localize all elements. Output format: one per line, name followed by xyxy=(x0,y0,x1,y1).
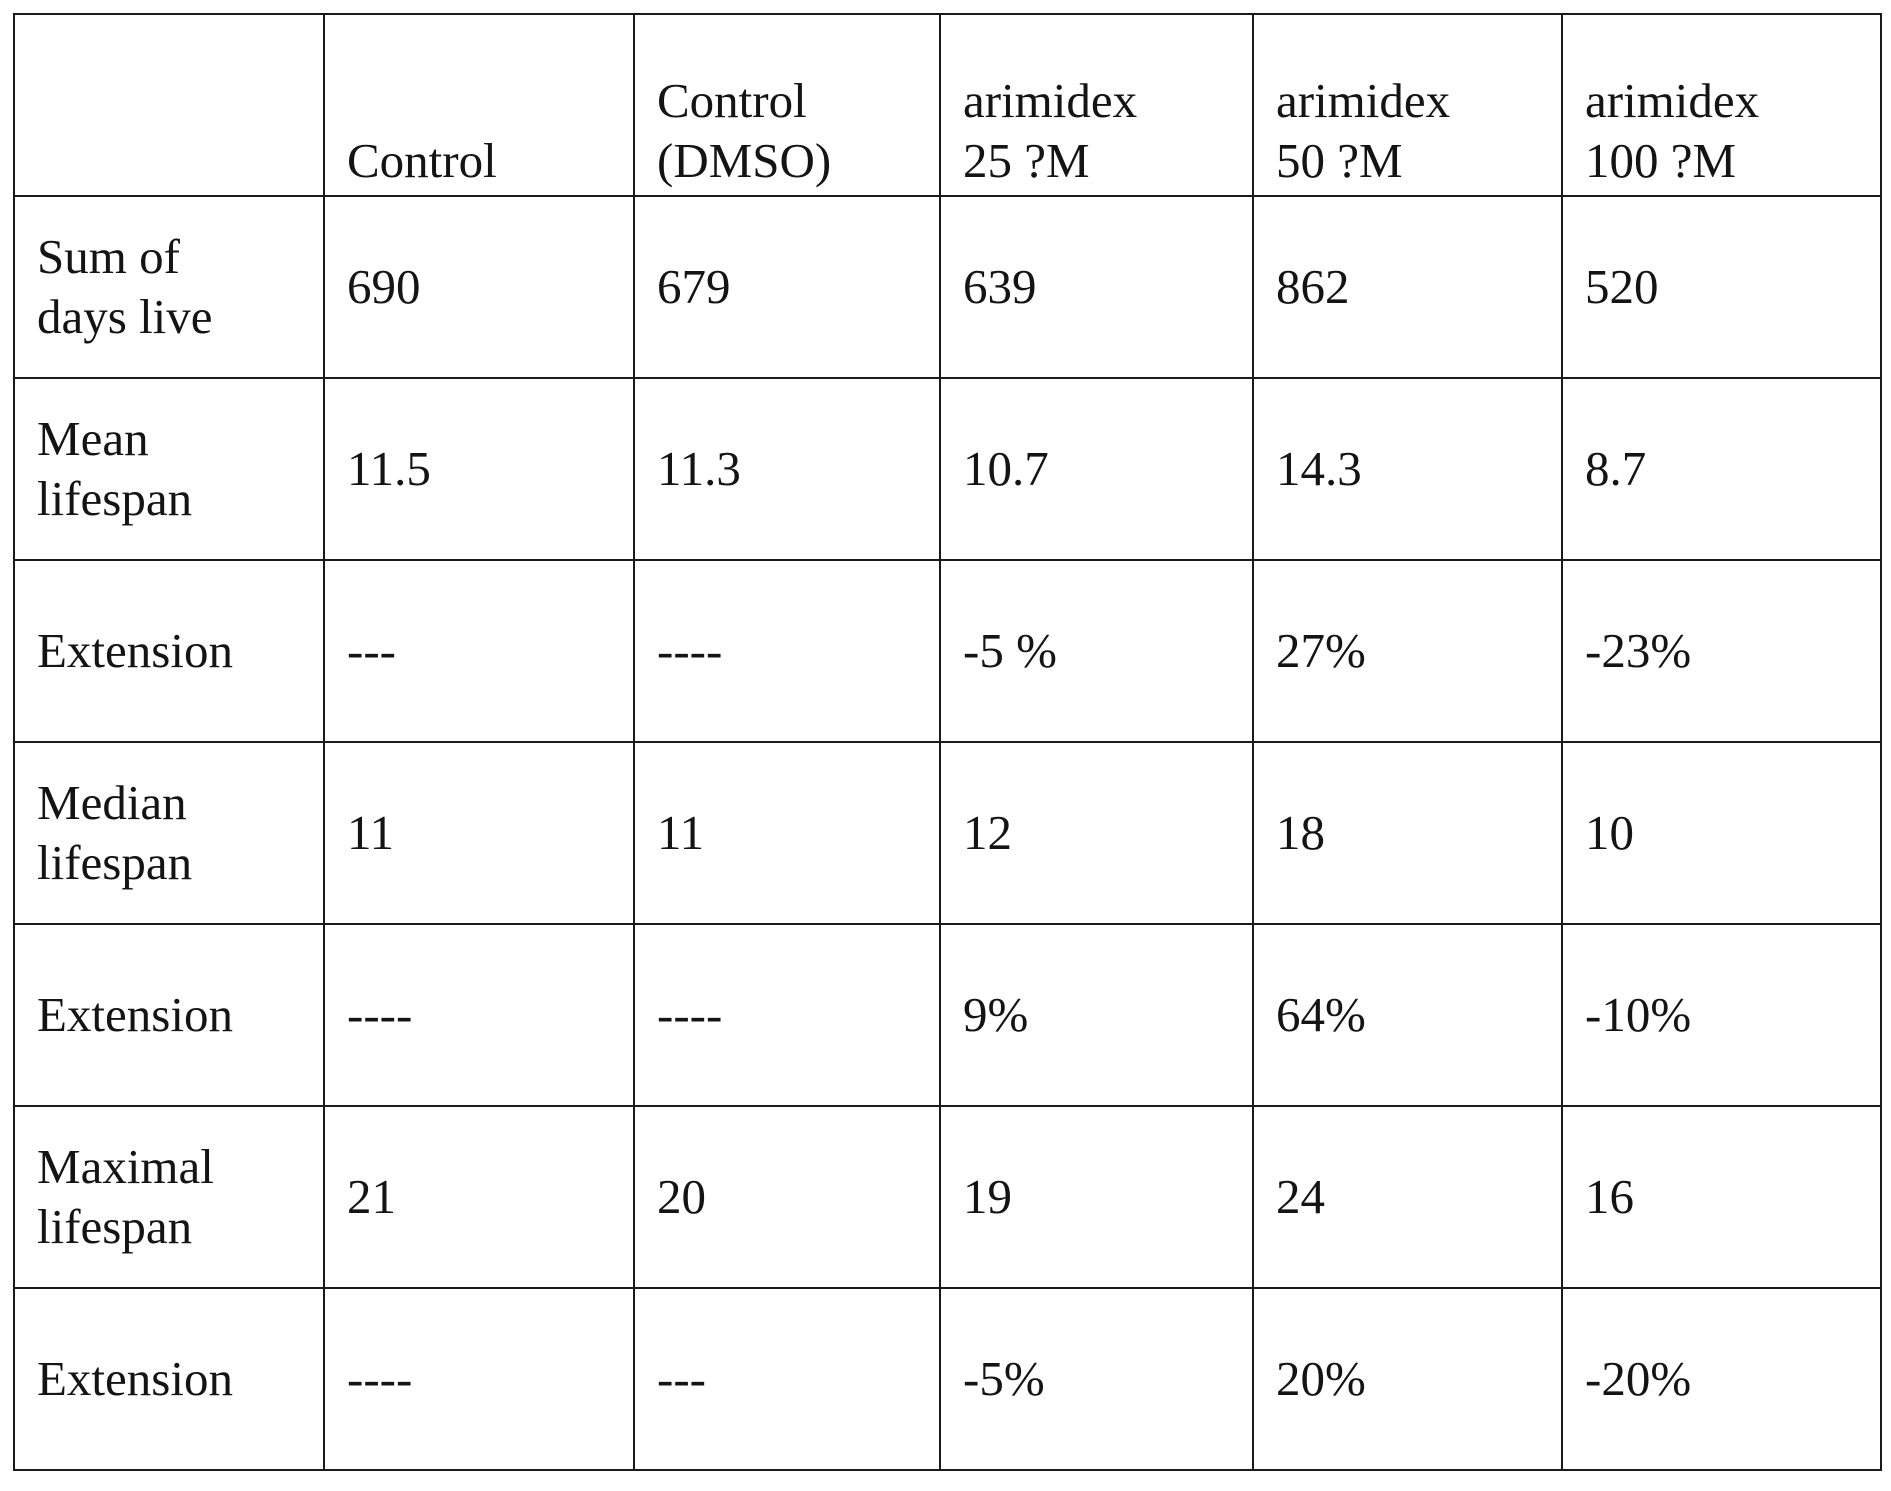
table-cell: --- xyxy=(634,1288,940,1470)
table-cell: 520 xyxy=(1562,196,1881,378)
row-label: Median lifespan xyxy=(14,742,324,924)
row-label: Mean lifespan xyxy=(14,378,324,560)
table-cell: 20 xyxy=(634,1106,940,1288)
table-cell: 11.3 xyxy=(634,378,940,560)
header-cell-arimidex-100: arimidex 100 ?M xyxy=(1562,14,1881,196)
table-cell: ---- xyxy=(634,924,940,1106)
table-cell: 14.3 xyxy=(1253,378,1562,560)
table-cell: -5% xyxy=(940,1288,1253,1470)
table-cell: 8.7 xyxy=(1562,378,1881,560)
table-header-row: Control Control (DMSO) arimidex 25 ?M ar… xyxy=(14,14,1881,196)
table-cell: 19 xyxy=(940,1106,1253,1288)
table-cell: 20% xyxy=(1253,1288,1562,1470)
table-cell: ---- xyxy=(324,1288,634,1470)
table-row: Mean lifespan 11.5 11.3 10.7 14.3 8.7 xyxy=(14,378,1881,560)
table-cell: 11 xyxy=(324,742,634,924)
header-cell-arimidex-50: arimidex 50 ?M xyxy=(1253,14,1562,196)
table-cell: 27% xyxy=(1253,560,1562,742)
table-row: Sum of days live 690 679 639 862 520 xyxy=(14,196,1881,378)
table-cell: 11.5 xyxy=(324,378,634,560)
table-cell: -5 % xyxy=(940,560,1253,742)
table-cell: 16 xyxy=(1562,1106,1881,1288)
table-cell: 64% xyxy=(1253,924,1562,1106)
table-cell: 12 xyxy=(940,742,1253,924)
table-cell: 10 xyxy=(1562,742,1881,924)
table-cell: ---- xyxy=(324,924,634,1106)
row-label: Sum of days live xyxy=(14,196,324,378)
table-row: Extension ---- ---- 9% 64% -10% xyxy=(14,924,1881,1106)
table-cell: 18 xyxy=(1253,742,1562,924)
table-cell: 24 xyxy=(1253,1106,1562,1288)
row-label: Maximal lifespan xyxy=(14,1106,324,1288)
table-cell: ---- xyxy=(634,560,940,742)
lifespan-table: Control Control (DMSO) arimidex 25 ?M ar… xyxy=(13,13,1882,1471)
table-cell: 10.7 xyxy=(940,378,1253,560)
table-row: Maximal lifespan 21 20 19 24 16 xyxy=(14,1106,1881,1288)
table-cell: 9% xyxy=(940,924,1253,1106)
table-cell: 21 xyxy=(324,1106,634,1288)
row-label: Extension xyxy=(14,560,324,742)
header-cell-arimidex-25: arimidex 25 ?M xyxy=(940,14,1253,196)
table-cell: -23% xyxy=(1562,560,1881,742)
header-cell-control-dmso: Control (DMSO) xyxy=(634,14,940,196)
table-cell: 639 xyxy=(940,196,1253,378)
table-cell: 862 xyxy=(1253,196,1562,378)
table-row: Median lifespan 11 11 12 18 10 xyxy=(14,742,1881,924)
row-label: Extension xyxy=(14,1288,324,1470)
table-cell: -10% xyxy=(1562,924,1881,1106)
row-label: Extension xyxy=(14,924,324,1106)
table-row: Extension ---- --- -5% 20% -20% xyxy=(14,1288,1881,1470)
table-cell: 690 xyxy=(324,196,634,378)
table-cell: --- xyxy=(324,560,634,742)
table-cell: -20% xyxy=(1562,1288,1881,1470)
header-cell-corner xyxy=(14,14,324,196)
header-cell-control: Control xyxy=(324,14,634,196)
table-cell: 679 xyxy=(634,196,940,378)
table-cell: 11 xyxy=(634,742,940,924)
table-row: Extension --- ---- -5 % 27% -23% xyxy=(14,560,1881,742)
